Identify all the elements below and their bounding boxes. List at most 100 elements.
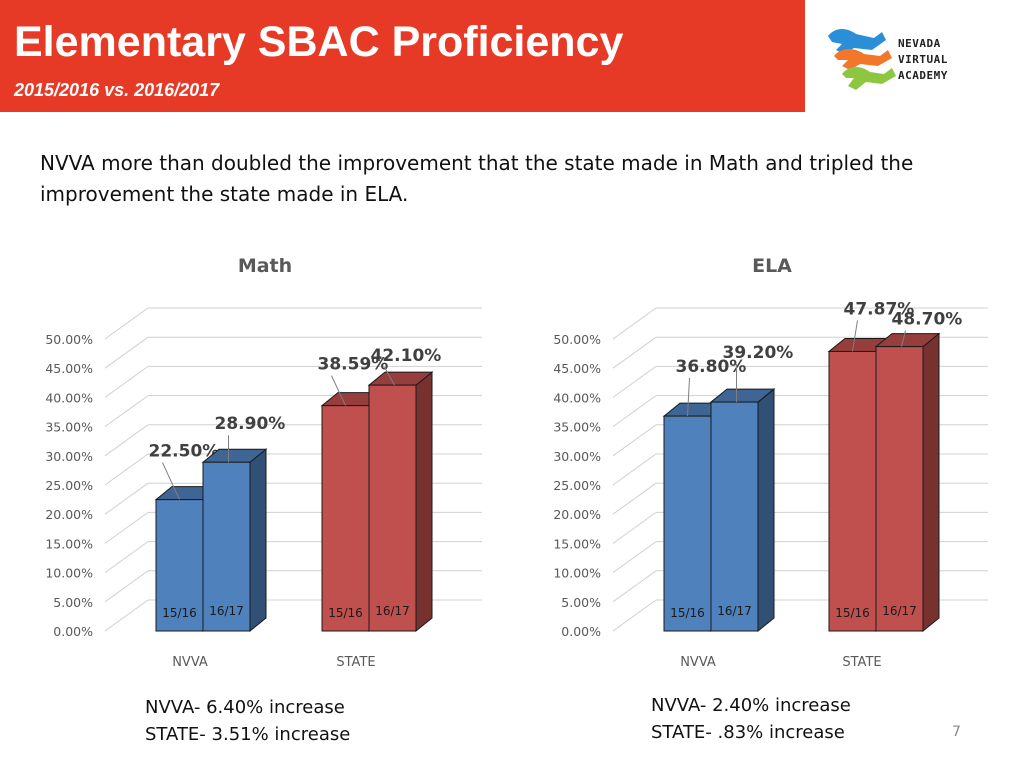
ela-bar-sub-label: 16/17 [882,604,917,618]
ela-bar-state-16-17 [875,346,924,632]
ela-y-tick-label: 10.00% [553,566,601,581]
math-chart-title: Math [238,255,292,277]
ela-grid-diagonal [612,307,657,340]
ela-y-tick-label: 20.00% [553,507,601,522]
math-data-label: 38.59% [318,355,389,375]
math-bar-sub-label: 15/16 [328,606,363,620]
math-y-tick-label: 15.00% [45,536,93,551]
ela-bar-nvva-15-16 [663,415,712,632]
math-bar-sub-label: 15/16 [162,606,197,620]
horse-icon [828,29,896,90]
ela-y-tick-label: 35.00% [553,420,601,435]
ela-data-label-leader [852,320,858,352]
math-y-tick-label: 45.00% [45,361,93,376]
ela-y-tick-label: 50.00% [553,332,601,347]
math-bar-nvva-16-17-side [249,448,267,633]
ela-bar-sub-label: 15/16 [835,606,870,620]
ela-data-label: 48.70% [892,310,963,330]
math-grid-diagonal [104,541,149,574]
logo-line-3: ACADEMY [898,69,948,82]
math-grid-diagonal [104,511,149,544]
ela-grid-diagonal [612,395,657,428]
math-nvva-increase: NVVA- 6.40% increase [145,697,345,718]
math-data-label: 42.10% [371,346,442,366]
math-bar-state-15-16 [321,405,370,632]
ela-y-tick-label: 25.00% [553,478,601,493]
math-y-tick-label: 5.00% [53,595,93,610]
ela-grid-diagonal [612,336,657,369]
ela-nvva-increase: NVVA- 2.40% increase [651,695,851,716]
intro-text: NVVA more than doubled the improvement t… [40,151,914,206]
math-y-tick-label: 30.00% [45,449,93,464]
math-grid-diagonal [104,307,149,340]
ela-grid-diagonal [612,453,657,486]
ela-grid-diagonal [612,365,657,398]
math-grid-diagonal [104,570,149,603]
math-grid-diagonal [104,365,149,398]
ela-data-label: 39.20% [723,343,794,363]
ela-y-tick-label: 40.00% [553,390,601,405]
math-y-tick-label: 40.00% [45,390,93,405]
math-grid-diagonal [104,453,149,486]
math-y-tick-label: 35.00% [45,420,93,435]
math-data-label: 22.50% [149,442,220,462]
math-category-label: NVVA [172,655,208,670]
ela-y-tick-label: 15.00% [553,536,601,551]
ela-category-label: NVVA [680,655,716,670]
ela-grid-diagonal [612,599,657,632]
page-number: 7 [952,724,961,740]
ela-state-increase: STATE- .83% increase [651,722,845,743]
math-grid-diagonal [104,424,149,457]
logo-line-2: VIRTUAL [898,53,948,66]
ela-y-tick-label: 45.00% [553,361,601,376]
math-data-label-leader [331,375,346,406]
math-data-label: 28.90% [215,414,286,434]
ela-bar-sub-label: 16/17 [717,604,752,618]
ela-y-tick-label: 30.00% [553,449,601,464]
slide-title: Elementary SBAC Proficiency [14,18,624,66]
ela-category-label: STATE [842,655,881,670]
math-y-tick-label: 25.00% [45,478,93,493]
ela-grid-diagonal [612,482,657,515]
ela-bar-sub-label: 15/16 [670,606,705,620]
ela-grid-diagonal [612,570,657,603]
math-bar-nvva-15-16 [155,499,204,632]
ela-chart-title: ELA [752,255,792,277]
math-y-tick-label: 20.00% [45,507,93,522]
ela-bar-state-15-16 [828,350,877,632]
ela-grid-diagonal [612,424,657,457]
math-bar-state-16-17 [368,384,417,632]
ela-grid-diagonal [612,511,657,544]
ela-bar-nvva-16-17-side [757,388,775,633]
ela-bar-state-16-17-side [922,332,940,633]
math-bar-sub-label: 16/17 [375,604,410,618]
math-bar-nvva-16-17 [202,461,251,632]
ela-data-label: 47.87% [844,299,915,319]
math-state-increase: STATE- 3.51% increase [145,724,351,745]
ela-y-tick-label: 5.00% [561,595,601,610]
math-grid-diagonal [104,336,149,369]
math-increase-note: NVVA- 6.40% increase STATE- 3.51% increa… [145,694,350,748]
math-y-tick-label: 50.00% [45,332,93,347]
math-data-label-leader [162,462,180,500]
math-data-label-leader [384,366,395,386]
ela-data-label-leader [687,378,690,417]
logo-text: NEVADA VIRTUAL ACADEMY [898,36,948,84]
math-bar-sub-label: 16/17 [209,604,244,618]
ela-increase-note: NVVA- 2.40% increase STATE- .83% increas… [651,692,851,746]
ela-bar-nvva-16-17 [710,401,759,632]
ela-y-tick-label: 0.00% [561,624,601,639]
ela-data-label-leader [901,330,906,347]
school-logo [822,20,1012,100]
math-grid-diagonal [104,599,149,632]
ela-data-label: 36.80% [676,357,747,377]
math-grid-diagonal [104,395,149,428]
math-bar-state-16-17-side [415,371,433,633]
math-grid-diagonal [104,482,149,515]
ela-grid-diagonal [612,541,657,574]
logo-line-1: NEVADA [898,37,941,50]
slide-subtitle: 2015/2016 vs. 2016/2017 [14,80,220,100]
title-banner: Elementary SBAC Proficiency 2015/2016 vs… [0,0,805,112]
math-y-tick-label: 0.00% [53,624,93,639]
